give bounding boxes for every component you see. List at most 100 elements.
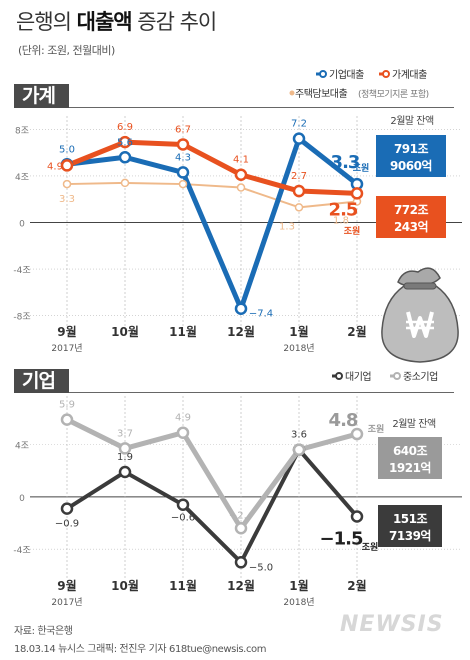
y-tick-label-0-1: 4조 [15,173,29,183]
data-label-0-0-3: −7.4 [249,309,273,320]
data-point-1-1-4 [292,443,306,456]
title-post: 증감 추이 [131,10,217,34]
series-line-0-0 [66,136,359,312]
data-label-0-0-0: 5.0 [59,144,75,155]
data-label-0-1-3: 4.1 [233,155,249,166]
balance-line1-0-1: 772조 [394,203,429,217]
balance-line2-1-1: 7139억 [389,529,431,543]
balance-title-0: 2월말 잔액 [390,115,434,127]
legend-label-0-0: 기업대출 [329,68,364,81]
x-tick-label-0-5: 2월 [347,324,366,339]
x-tick-label-0-4: 1월 [289,324,308,339]
balance-box-1-1 [378,505,442,547]
data-point-1-1-5 [350,427,364,441]
data-label-0-2-4: 1.3 [279,221,295,232]
data-point-1-1-3 [234,522,248,535]
data-label-0-2-5: 1.8 [333,216,349,227]
series-line-1-1 [65,417,358,531]
year-label-0-4: 2018년 [283,343,314,354]
balance-line1-1-0: 640조 [393,444,428,458]
data-point-1-0-0 [60,502,74,515]
data-label-1-1-0: 5.9 [59,400,75,411]
unit-label-0-1: 조원 [344,225,361,237]
balance-box-1-0 [378,437,442,479]
y-tick-label-1-1: 0 [19,494,25,504]
legend-marker-0-0 [319,70,327,78]
year-label-1-4: 2018년 [283,597,314,608]
unit-label-1-0: 조원 [362,541,379,553]
data-label-1-1-5: 4.8 [329,410,358,431]
balance-line2-0-1: 243억 [394,220,428,234]
data-label-1-0-2: −0.6 [171,513,195,524]
unit-label-1-1: 조원 [368,423,385,435]
data-point-1-1-1 [118,442,132,455]
balance-line1-0-0: 791조 [394,142,429,156]
data-point-0-2-4 [294,203,304,212]
source-text: 자료: 한국은행 [14,626,73,637]
data-point-0-2-1 [120,178,130,188]
data-label-0-0-5: 3.3 [331,152,360,173]
data-label-1-0-3: −5.0 [249,562,273,573]
money-bag-icon [381,267,459,363]
y-tick-label-0-2: 0 [19,220,25,230]
data-point-0-2-3 [236,183,246,192]
data-point-0-1-1 [118,135,132,149]
data-label-1-0-1: 1.9 [117,452,133,463]
data-point-1-1-0 [60,413,74,426]
x-tick-label-0-3: 12월 [227,324,255,339]
data-point-0-1-2 [176,138,190,151]
x-tick-label-1-0: 9월 [57,578,76,593]
data-label-1-1-1: 3.7 [117,428,133,439]
data-point-0-1-3 [234,168,248,181]
data-point-1-0-2 [176,498,190,511]
legend-label-0-1: 가계대출 [392,69,427,81]
data-label-1-0-4: 3.6 [291,430,307,441]
data-point-0-1-4 [292,184,306,198]
data-point-1-0-5 [350,510,364,523]
balance-box-0-0 [376,135,446,177]
data-label-0-1-2: 6.7 [175,124,191,135]
y-tick-label-0-3: -4조 [13,266,30,276]
unit-label-0-0: 조원 [353,162,370,174]
data-point-0-2-0 [62,179,72,189]
data-label-0-2-0: 3.3 [59,194,75,205]
data-label-0-1-0: 4.9 [47,161,63,172]
newsis-logo: NEWSIS [340,612,444,637]
credit-text: 18.03.14 뉴시스 그래픽: 전진우 기자 618tue@newsis.c… [14,644,267,655]
section-rule-household [14,107,454,108]
legend-marker-0-1 [382,70,390,78]
data-point-1-1-2 [176,426,190,439]
data-label-0-1-4: 2.7 [291,171,307,182]
legend-label-1-1: 중소기업 [403,370,438,383]
x-tick-label-0-2: 11월 [169,324,197,339]
year-label-1-0: 2017년 [51,597,82,608]
data-label-1-0-0: −0.9 [55,519,79,530]
legend-marker-1-0 [335,372,343,380]
balance-box-0-1 [376,196,446,238]
x-tick-label-1-5: 2월 [347,578,366,593]
legend-note-0-2: (정책모기지론 포함) [358,88,429,100]
data-label-0-1-1: 6.9 [117,122,133,133]
x-tick-label-1-3: 12월 [227,578,255,593]
series-line-1-0 [65,447,359,565]
y-tick-label-0-4: -8조 [13,313,30,323]
y-tick-label-1-2: -4조 [13,546,30,556]
x-tick-label-1-2: 11월 [169,578,197,593]
section-label-corporate: 기업 [14,369,69,393]
data-label-1-1-2: 4.9 [175,413,191,424]
y-tick-label-1-0: 4조 [15,442,29,452]
series-line-0-2 [66,181,358,209]
data-point-1-0-1 [118,465,132,479]
data-label-1-0-5: −1.5 [320,528,363,549]
data-point-0-0-1 [118,151,132,164]
data-label-0-0-2: 4.3 [175,152,191,163]
legend-marker-1-1 [393,372,401,380]
legend-label-0-2: 주택담보대출 [295,88,348,100]
series-line-0-1 [66,139,358,196]
balance-title-1: 2월말 잔액 [392,418,436,430]
data-label-0-0-4: 7.2 [291,119,307,130]
data-point-0-0-2 [176,166,190,179]
x-tick-label-0-0: 9월 [57,324,76,339]
